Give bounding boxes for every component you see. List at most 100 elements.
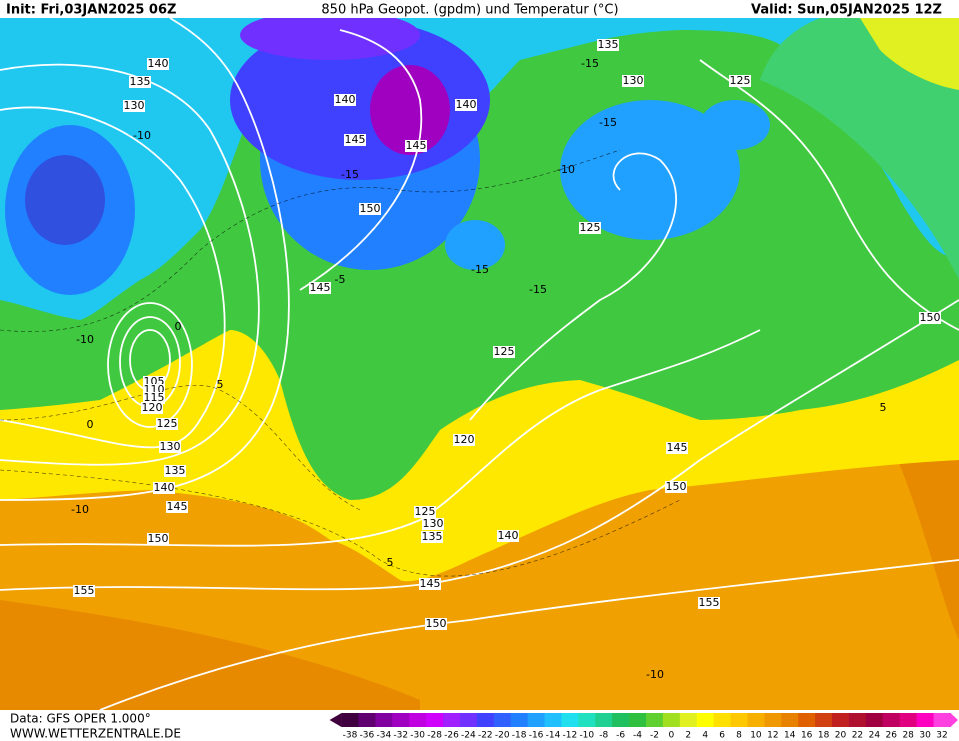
colorbar-label: 28 xyxy=(902,731,914,741)
colorbar-label: -10 xyxy=(579,731,594,741)
label-box xyxy=(455,99,477,111)
geopotential-label: 135 xyxy=(422,530,443,543)
temperature-label: 5 xyxy=(387,556,394,569)
label-box xyxy=(123,100,145,112)
label-box xyxy=(159,441,181,453)
colorbar-label: 10 xyxy=(750,731,762,741)
colorbar-label: -22 xyxy=(478,731,493,741)
geopotential-label: 150 xyxy=(148,532,169,545)
colorbar-label: -24 xyxy=(461,731,476,741)
isoline xyxy=(699,59,959,331)
label-box xyxy=(493,346,515,358)
temperature-label: -15 xyxy=(471,263,489,276)
label-box xyxy=(359,203,381,215)
colorbar-cell xyxy=(358,713,376,727)
colorbar-label: -18 xyxy=(512,731,527,741)
colorbar-cell xyxy=(865,713,884,727)
website: WWW.WETTERZENTRALE.DE xyxy=(10,727,181,741)
yellow-region xyxy=(860,18,959,90)
colorbar-cell xyxy=(476,713,495,727)
colorbar-cell xyxy=(612,713,630,727)
label-box xyxy=(419,578,441,590)
colorbar-label: -36 xyxy=(360,731,375,741)
colorbar-cell xyxy=(798,713,816,727)
isoline xyxy=(299,29,423,291)
colorbar-cell xyxy=(375,713,393,727)
colorbar-cell xyxy=(426,713,444,727)
geopotential-label: 150 xyxy=(426,617,447,630)
colorbar-label: -16 xyxy=(529,731,544,741)
colorbar-cell xyxy=(595,713,613,727)
map-title: 850 hPa Geopot. (gpdm) und Temperatur (°… xyxy=(321,3,618,18)
init-time: Init: Fri,03JAN2025 06Z xyxy=(6,3,176,18)
geopotential-label: 115 xyxy=(144,391,165,404)
geopotential-label: 145 xyxy=(406,139,427,152)
temperature-label: -10 xyxy=(71,503,89,516)
geopotential-label: 145 xyxy=(667,441,688,454)
temperature-isolines xyxy=(0,149,681,577)
colorbar-arrow-left xyxy=(329,713,342,727)
colorbar-cell xyxy=(341,713,359,727)
header-band xyxy=(0,0,959,18)
isoline xyxy=(107,302,193,428)
colorbar-label: 30 xyxy=(919,731,931,741)
label-box xyxy=(421,531,443,543)
colorbar-label: 0 xyxy=(669,731,675,741)
warmer-region xyxy=(0,600,420,710)
temperature-label: -15 xyxy=(529,283,547,296)
temperature-label: 5 xyxy=(880,401,887,414)
colorbar-label: 16 xyxy=(801,731,813,741)
colorbar-label: 20 xyxy=(835,731,847,741)
label-box xyxy=(309,282,331,294)
colorbar-label: 2 xyxy=(685,731,691,741)
label-box xyxy=(497,530,519,542)
isoline xyxy=(469,152,677,421)
label-box xyxy=(414,506,436,518)
isotherm xyxy=(0,469,681,577)
label-box xyxy=(73,585,95,597)
colorbar-cell xyxy=(713,713,732,727)
geopotential-label: 155 xyxy=(74,584,95,597)
geopotential-label: 125 xyxy=(415,505,436,518)
geopotential-label: 130 xyxy=(423,517,444,530)
label-box xyxy=(147,58,169,70)
geopotential-label: 125 xyxy=(730,74,751,87)
geopotential-label: 145 xyxy=(345,133,366,146)
colorbar-cell xyxy=(747,713,765,727)
geopotential-label: 135 xyxy=(165,464,186,477)
colorbar-label: -4 xyxy=(633,731,642,741)
colorbar-label: 12 xyxy=(767,731,778,741)
label-box xyxy=(597,39,619,51)
label-box xyxy=(919,312,941,324)
label-box xyxy=(579,222,601,234)
colorbar-label: 32 xyxy=(936,731,947,741)
temperature-label: -15 xyxy=(341,168,359,181)
isoline xyxy=(99,559,959,711)
geopotential-label: 130 xyxy=(160,440,181,453)
colorbar-cell xyxy=(409,713,427,727)
isoline xyxy=(0,106,226,449)
isotherm xyxy=(0,149,621,332)
colorbar-label: 26 xyxy=(886,731,898,741)
isoline xyxy=(0,63,260,466)
colorbar-label: 14 xyxy=(784,731,796,741)
colorbar-cell xyxy=(815,713,833,727)
cold-region xyxy=(560,100,740,240)
colorbar-label: 24 xyxy=(869,731,881,741)
colorbar-cell xyxy=(781,713,799,727)
cold-region xyxy=(445,220,505,270)
label-box xyxy=(344,134,366,146)
colorbar-label: -8 xyxy=(599,731,608,741)
geopotential-label: 130 xyxy=(623,74,644,87)
label-box xyxy=(156,418,178,430)
colorbar-cell xyxy=(916,713,935,727)
label-box xyxy=(422,518,444,530)
colorbar-label: 22 xyxy=(852,731,863,741)
colorbar-label: -2 xyxy=(650,731,659,741)
geopotential-label: 140 xyxy=(498,529,519,542)
geopotential-label: 125 xyxy=(157,417,178,430)
very-cold-core xyxy=(240,10,420,60)
data-source: Data: GFS OPER 1.000° xyxy=(10,712,151,726)
label-box xyxy=(143,392,165,404)
geopotential-label: 150 xyxy=(360,202,381,215)
